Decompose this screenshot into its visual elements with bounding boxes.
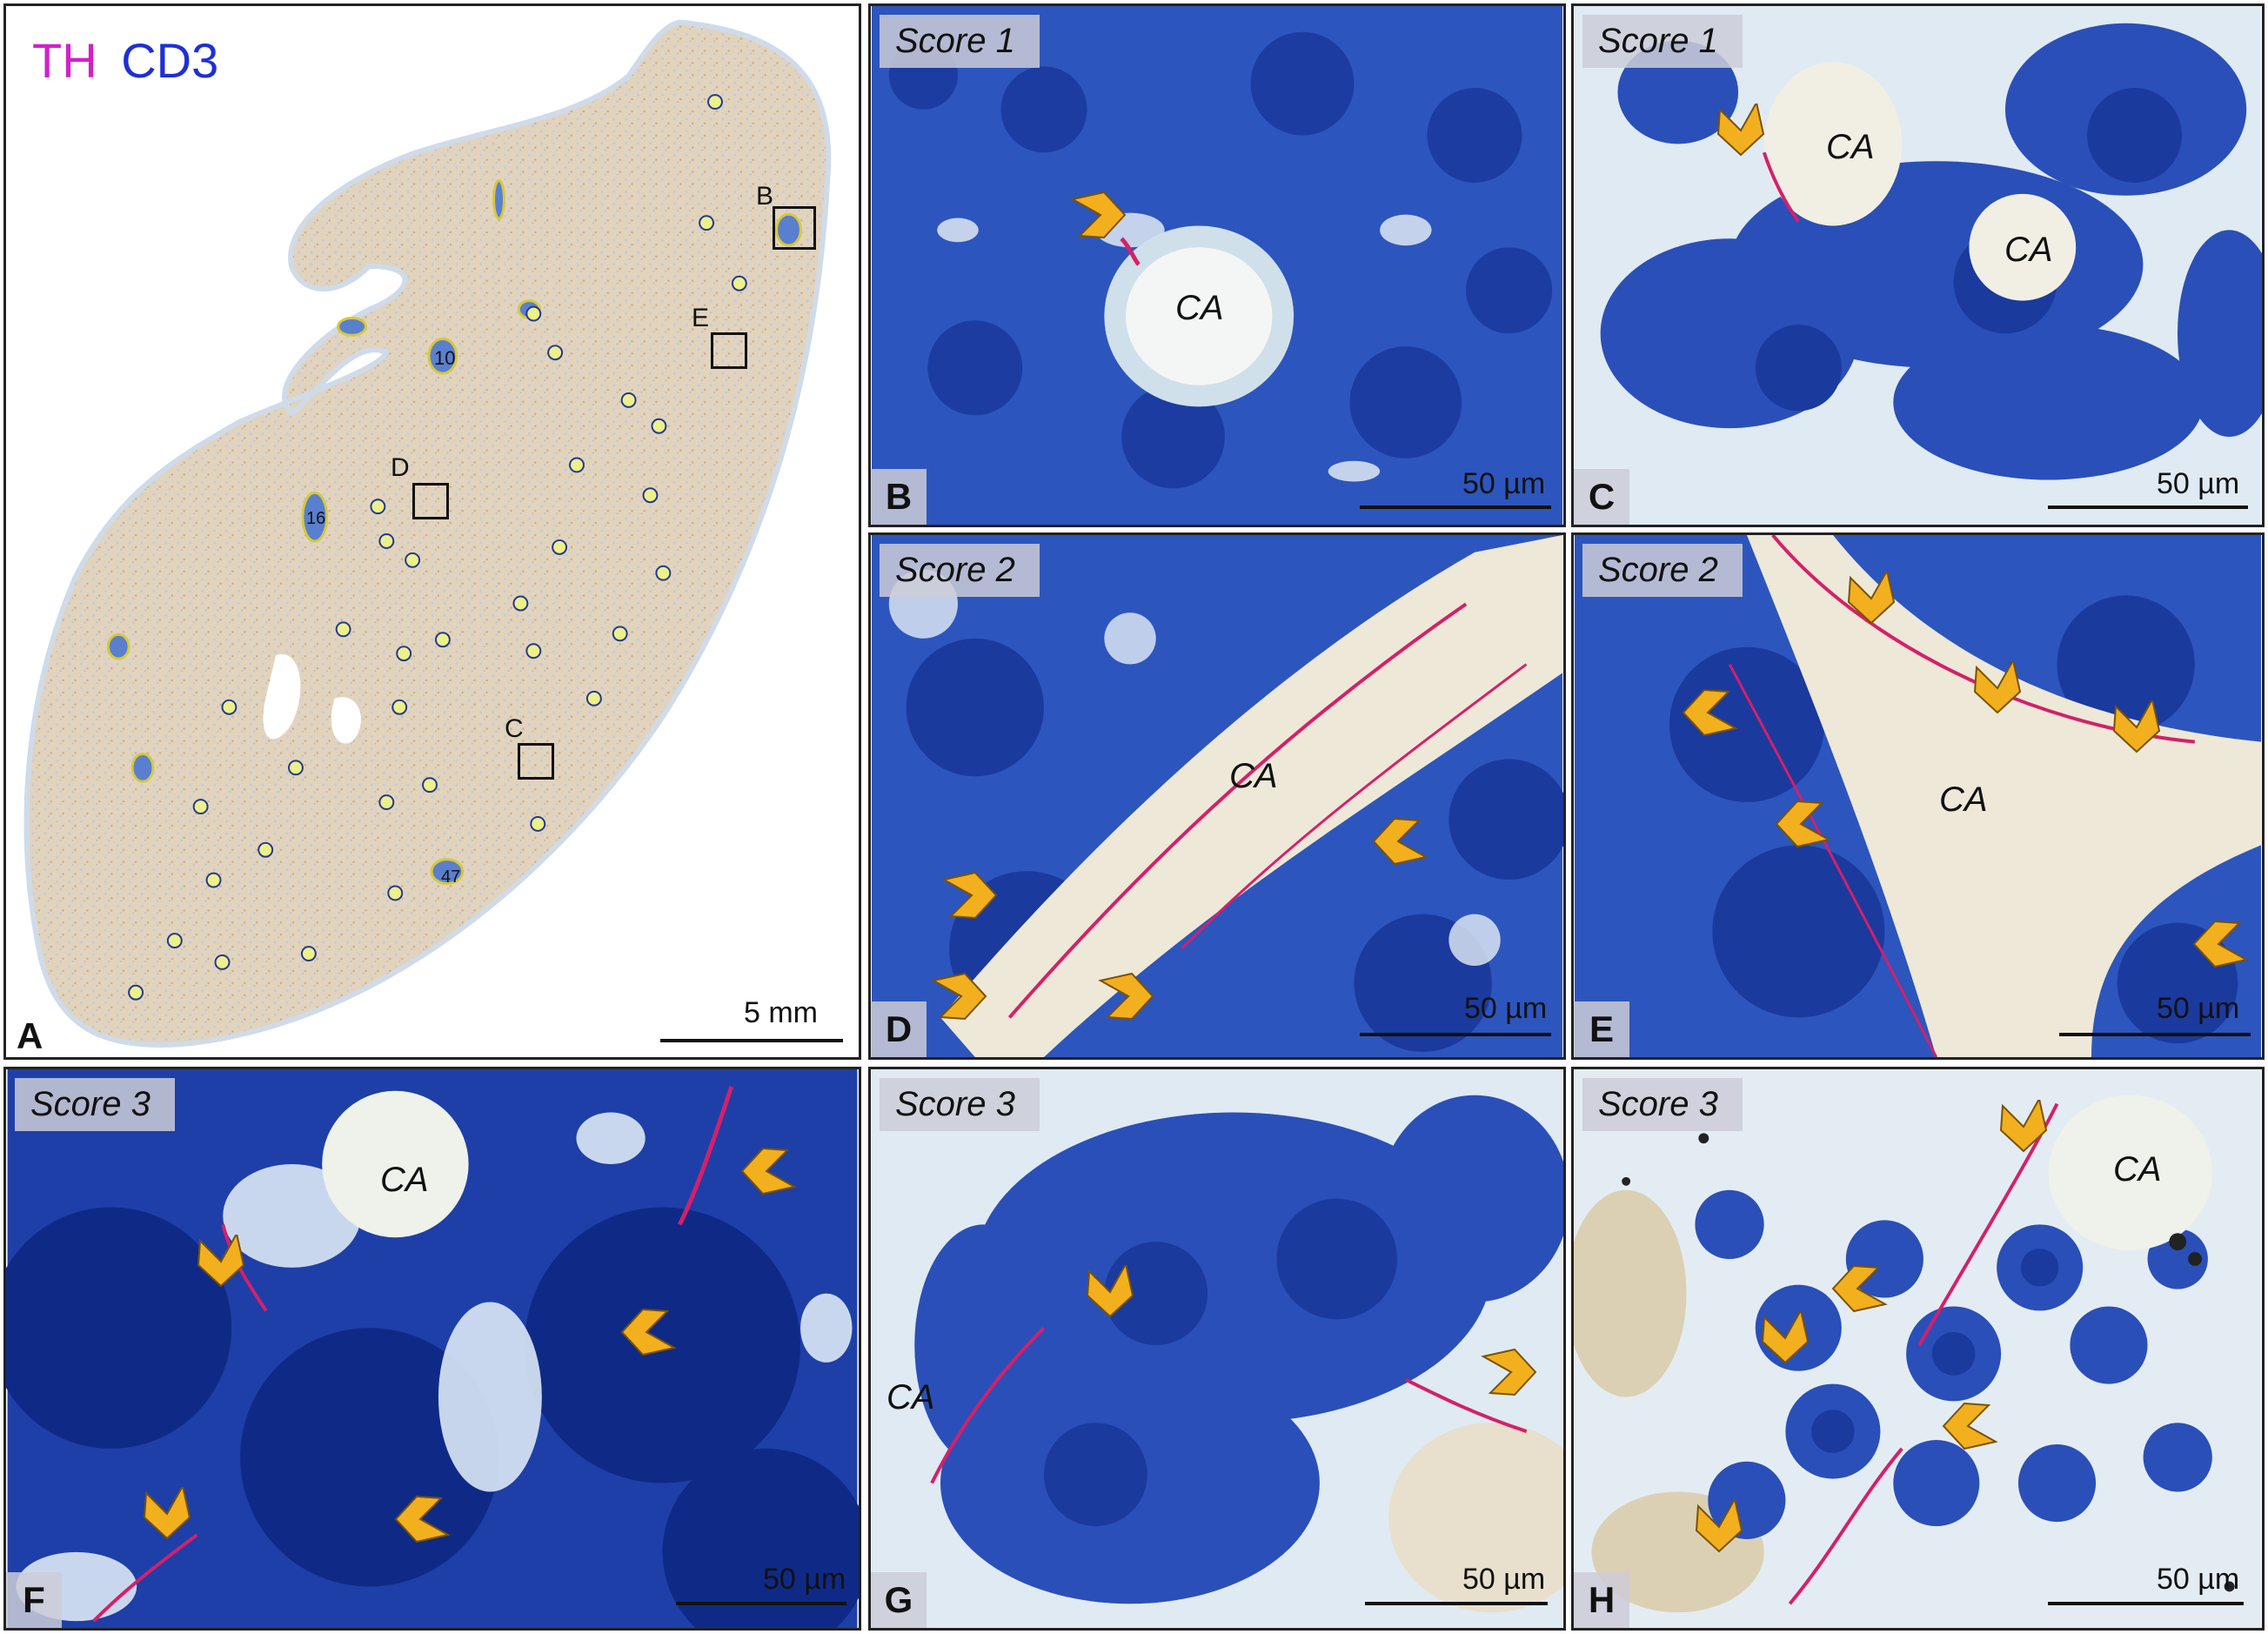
arrowhead-icon bbox=[1682, 688, 1738, 737]
score-label: Score 2 bbox=[880, 544, 1040, 597]
arrowhead-icon bbox=[197, 1235, 245, 1288]
micrograph-e bbox=[1574, 535, 2262, 1057]
score-label: Score 3 bbox=[880, 1078, 1040, 1131]
spleen-section-image bbox=[23, 19, 832, 1048]
micrograph-d bbox=[871, 535, 1563, 1057]
scale-bar bbox=[1365, 1602, 1548, 1605]
panel-label: E bbox=[1574, 1001, 1629, 1057]
region-box-d bbox=[412, 483, 449, 519]
ca-label: CA bbox=[380, 1161, 429, 1199]
arrowhead-icon bbox=[1775, 800, 1831, 848]
arrowhead-icon bbox=[1831, 1264, 1888, 1313]
ca-label: CA bbox=[1939, 780, 1988, 819]
arrowhead-icon bbox=[2112, 700, 2161, 753]
scale-bar bbox=[1360, 1033, 1551, 1036]
panel-label: C bbox=[1574, 469, 1629, 525]
arrowhead-icon bbox=[1086, 1265, 1134, 1318]
arrowhead-icon bbox=[1695, 1500, 1743, 1553]
arrowhead-icon bbox=[1098, 972, 1154, 1021]
score-label: Score 1 bbox=[1582, 15, 1743, 68]
node-number: 10 bbox=[434, 347, 456, 369]
panel-g: Score 3 CA 50 µm G bbox=[868, 1067, 1566, 1631]
ca-label: CA bbox=[2113, 1150, 2162, 1189]
arrowhead-icon bbox=[1372, 817, 1428, 866]
panel-label: H bbox=[1574, 1572, 1629, 1628]
ca-label: CA bbox=[1826, 128, 1875, 166]
arrowhead-icon bbox=[941, 871, 998, 920]
ca-label: CA bbox=[2004, 231, 2053, 269]
panel-f: Score 3 CA 50 µm F bbox=[3, 1067, 861, 1631]
scale-bar bbox=[2059, 1033, 2251, 1036]
arrowhead-icon bbox=[1847, 572, 1896, 625]
scale-label: 50 µm bbox=[2157, 992, 2240, 1025]
panel-a: TH CD3 10 16 47 B E D C 5 mm A bbox=[3, 3, 861, 1060]
score-label: Score 1 bbox=[880, 15, 1040, 68]
micrograph-g bbox=[871, 1069, 1563, 1628]
panel-d: Score 2 CA 50 µm D bbox=[868, 532, 1566, 1060]
micrograph-b bbox=[871, 6, 1563, 525]
scale-label: 50 µm bbox=[2157, 467, 2240, 500]
arrowhead-icon bbox=[1481, 1348, 1537, 1396]
arrowhead-icon bbox=[1973, 661, 2022, 714]
region-letter-c: C bbox=[505, 714, 524, 743]
panel-label: F bbox=[6, 1572, 62, 1628]
panel-h: Score 3 CA 50 µm H bbox=[1571, 1067, 2265, 1631]
arrowhead-icon bbox=[931, 972, 987, 1021]
scale-label: 5 mm bbox=[744, 996, 818, 1029]
ca-label: CA bbox=[1229, 757, 1278, 795]
scale-bar bbox=[2048, 506, 2248, 509]
arrowhead-icon bbox=[143, 1487, 191, 1540]
arrowhead-icon bbox=[394, 1495, 451, 1544]
legend-cd3: CD3 bbox=[121, 33, 219, 88]
arrowhead-icon bbox=[1761, 1311, 1810, 1364]
arrowhead-icon bbox=[1999, 1100, 2048, 1153]
arrowhead-icon bbox=[620, 1308, 677, 1356]
region-letter-b: B bbox=[756, 182, 774, 211]
score-label: Score 3 bbox=[15, 1078, 175, 1131]
arrowhead-icon bbox=[740, 1147, 797, 1195]
scale-label: 50 µm bbox=[763, 1563, 846, 1596]
scale-label: 50 µm bbox=[1462, 467, 1546, 500]
arrowhead-icon bbox=[1716, 104, 1765, 157]
region-box-c bbox=[518, 743, 554, 780]
panel-c: Score 1 CA CA 50 µm C bbox=[1571, 3, 2265, 527]
score-label: Score 3 bbox=[1582, 1078, 1743, 1131]
ca-label: CA bbox=[886, 1378, 935, 1416]
region-box-b bbox=[773, 206, 816, 250]
region-box-e bbox=[711, 332, 747, 369]
panel-label: D bbox=[871, 1001, 927, 1057]
scale-bar bbox=[2048, 1602, 2244, 1605]
node-number: 16 bbox=[306, 509, 326, 528]
scale-bar bbox=[660, 1039, 843, 1042]
scale-bar bbox=[676, 1602, 846, 1605]
scale-bar bbox=[1360, 506, 1551, 509]
panel-label: B bbox=[871, 469, 927, 525]
arrowhead-icon bbox=[2192, 920, 2249, 968]
arrowhead-icon bbox=[1070, 191, 1127, 239]
scale-label: 50 µm bbox=[1464, 992, 1548, 1025]
panel-e: Score 2 CA 50 µm E bbox=[1571, 532, 2265, 1060]
legend-th: TH bbox=[32, 33, 97, 88]
score-label: Score 2 bbox=[1582, 544, 1743, 597]
arrowhead-icon bbox=[1942, 1402, 1998, 1450]
region-letter-e: E bbox=[692, 304, 710, 332]
panel-label: G bbox=[871, 1572, 927, 1628]
node-number: 47 bbox=[441, 867, 461, 887]
scale-label: 50 µm bbox=[2157, 1563, 2240, 1596]
panel-label: A bbox=[17, 1015, 43, 1056]
micrograph-c bbox=[1574, 6, 2262, 525]
scale-label: 50 µm bbox=[1462, 1563, 1546, 1596]
stain-legend: TH CD3 bbox=[32, 32, 218, 89]
region-letter-d: D bbox=[391, 453, 410, 482]
panel-b: Score 1 CA 50 µm B bbox=[868, 3, 1566, 527]
ca-label: CA bbox=[1175, 289, 1224, 327]
